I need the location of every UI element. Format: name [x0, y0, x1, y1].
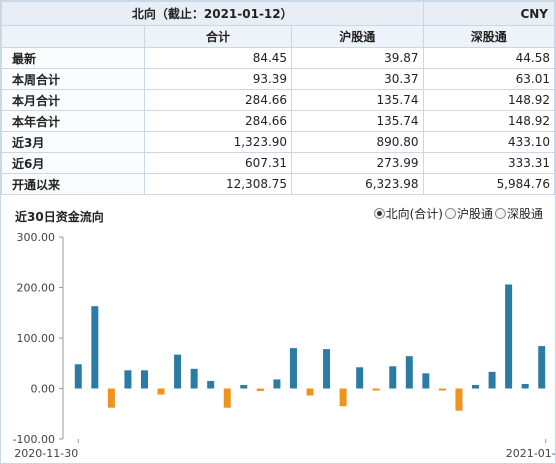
table-row: 开通以来 12,308.75 6,323.98 5,984.76 [1, 173, 556, 195]
bar [521, 383, 529, 389]
bar [472, 384, 480, 389]
table-header-row: 合计 沪股通 深股通 [1, 25, 556, 48]
radio-unchecked-icon[interactable] [494, 208, 506, 219]
radio-north-total[interactable]: 北向(合计) [373, 205, 443, 222]
table-cell: 333.31 [422, 152, 556, 174]
row-label: 本年合计 [1, 110, 145, 132]
bar [488, 371, 496, 389]
table-cell: 84.45 [143, 47, 293, 69]
table-cell: 44.58 [422, 47, 556, 69]
bar [157, 388, 165, 395]
bar [74, 364, 82, 389]
y-tick-label: 200.00 [17, 282, 56, 295]
radio-label: 沪股通 [456, 207, 493, 221]
bar [438, 388, 446, 391]
bar [273, 379, 281, 389]
header-shenzhen: 深股通 [422, 25, 556, 48]
table-cell: 135.74 [291, 89, 424, 111]
table-cell: 93.39 [143, 68, 293, 90]
y-tick-label: 0.00 [31, 383, 56, 396]
bar [190, 368, 198, 389]
bar [91, 306, 99, 389]
table-cell: 12,308.75 [143, 173, 293, 195]
bar [455, 388, 463, 411]
table-row: 本月合计 284.66 135.74 148.92 [1, 89, 556, 111]
bar [124, 370, 132, 389]
radio-label: 深股通 [506, 207, 543, 221]
bar [356, 367, 364, 389]
bar [389, 366, 397, 389]
table-cell: 433.10 [422, 131, 556, 153]
bar [339, 388, 347, 407]
bar [405, 356, 413, 389]
series-radio-group: 北向(合计) 沪股通 深股通 [373, 205, 543, 222]
row-label: 近6月 [1, 152, 145, 174]
bar [422, 373, 430, 389]
header-total: 合计 [143, 25, 293, 48]
bar [140, 370, 148, 389]
chart-header: 近30日资金流向 北向(合计) 沪股通 深股通 [1, 201, 555, 227]
table-cell: 5,984.76 [422, 173, 556, 195]
header-blank [1, 25, 145, 48]
table-cell: 135.74 [291, 110, 424, 132]
bar [505, 284, 513, 389]
header-shanghai: 沪股通 [291, 25, 424, 48]
table-cell: 30.37 [291, 68, 424, 90]
table-row: 近6月 607.31 273.99 333.31 [1, 152, 556, 174]
table-cell: 39.87 [291, 47, 424, 69]
bar [256, 388, 264, 392]
table-cell: 6,323.98 [291, 173, 424, 195]
x-tick-label: 2021-01-12 [506, 447, 555, 460]
bar [207, 380, 215, 389]
chart-title: 近30日资金流向 [15, 210, 104, 224]
y-tick-label: 100.00 [17, 332, 56, 345]
bar [174, 354, 182, 389]
table-cell: 284.66 [143, 110, 293, 132]
bar [240, 384, 248, 389]
table-title-row: 北向（截止：2021-01-12） CNY [1, 1, 556, 26]
table-row: 本周合计 93.39 30.37 63.01 [1, 68, 556, 90]
table-cell: 1,323.90 [143, 131, 293, 153]
bar [538, 346, 546, 389]
radio-label: 北向(合计) [385, 207, 443, 221]
table-cell: 607.31 [143, 152, 293, 174]
table-title: 北向（截止：2021-01-12） [1, 1, 424, 26]
radio-checked-icon[interactable] [373, 208, 385, 219]
table-cell: 284.66 [143, 89, 293, 111]
radio-shanghai[interactable]: 沪股通 [444, 205, 493, 222]
table-cell: 63.01 [422, 68, 556, 90]
y-tick-label: 300.00 [17, 231, 56, 244]
y-tick-label: -100.00 [13, 433, 55, 446]
bar [289, 348, 297, 389]
table-cell: 890.80 [291, 131, 424, 153]
flow-summary-table: 北向（截止：2021-01-12） CNY 合计 沪股通 深股通 最新 84.45… [1, 1, 556, 195]
table-row: 最新 84.45 39.87 44.58 [1, 47, 556, 69]
row-label: 最新 [1, 47, 145, 69]
bar [306, 388, 314, 396]
row-label: 本周合计 [1, 68, 145, 90]
table-cell: 148.92 [422, 110, 556, 132]
bar [323, 349, 331, 389]
row-label: 本月合计 [1, 89, 145, 111]
table-cell: 148.92 [422, 89, 556, 111]
table-cell: 273.99 [291, 152, 424, 174]
radio-shenzhen[interactable]: 深股通 [494, 205, 543, 222]
row-label: 近3月 [1, 131, 145, 153]
row-label: 开通以来 [1, 173, 145, 195]
table-row: 近3月 1,323.90 890.80 433.10 [1, 131, 556, 153]
bar [107, 388, 115, 408]
radio-unchecked-icon[interactable] [444, 208, 456, 219]
bar [223, 388, 231, 408]
bar [372, 388, 380, 391]
x-tick-label: 2020-11-30 [14, 447, 78, 460]
table-row: 本年合计 284.66 135.74 148.92 [1, 110, 556, 132]
currency-unit: CNY [422, 1, 556, 26]
